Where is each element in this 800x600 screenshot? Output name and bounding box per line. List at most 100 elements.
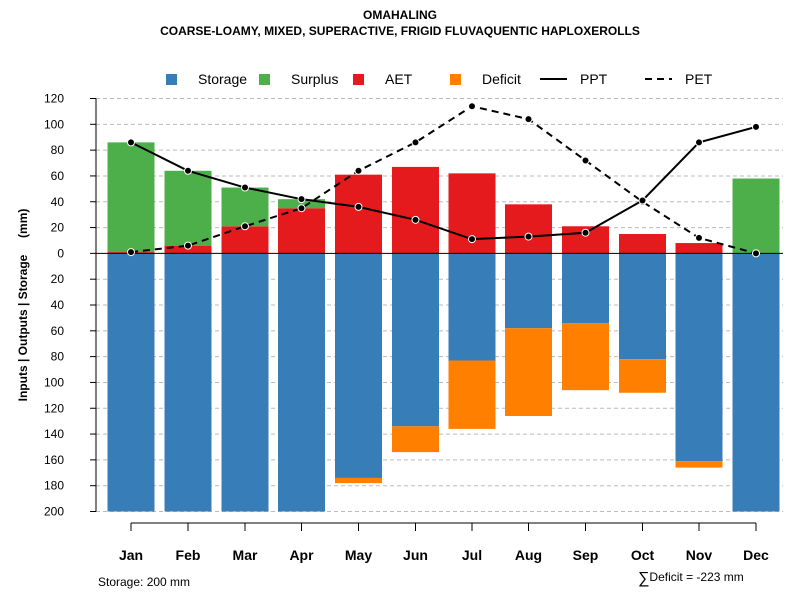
pet-point [184,241,192,250]
bar-surplus [732,178,780,254]
legend-label-aet: AET [385,71,413,87]
bar-deficit [619,359,666,393]
legend-label-deficit: Deficit [482,71,521,87]
ppt-point [354,202,363,211]
y-tick-label: 60 [51,169,65,183]
legend-swatch-storage [166,74,177,85]
y-tick-label: 120 [44,401,64,415]
bar-storage [619,253,666,360]
ppt-point [411,215,420,224]
ppt-point [638,196,647,205]
pet-point [524,115,533,124]
bar-aet [619,234,666,254]
bar-storage [448,253,496,361]
ppt-point [184,166,192,175]
pet-point [354,166,363,175]
legend-swatch-aet [353,74,364,85]
pet-point [752,249,760,258]
ppt-line [130,125,757,241]
y-axis-label: Inputs | Outputs | Storage (mm) [16,209,30,402]
y-tick-label: 60 [51,324,65,338]
chart-title: OMAHALING [363,8,437,22]
y-tick-label: 180 [44,479,64,493]
deficit-note: ∑Deficit = -223 mm [638,570,744,588]
bar-storage [164,253,212,512]
pet-point [127,248,135,257]
bar-surplus [221,187,269,227]
bar-deficit [448,360,496,429]
bar-aet [675,243,723,254]
bar-storage [278,253,325,512]
bar-surplus [164,170,212,246]
legend-label-storage: Storage [198,71,247,87]
y-tick-label: 80 [51,143,65,157]
x-tick-label: Feb [176,547,201,563]
bar-storage [732,253,780,512]
legend-swatch-surplus [259,74,270,85]
x-tick-label: Jan [119,547,143,563]
x-tick-label: Mar [233,547,258,563]
y-tick-label: 80 [51,350,65,364]
x-tick-label: Nov [686,547,713,563]
x-tick-label: Jul [462,547,482,563]
bar-aet [335,174,382,254]
bar-deficit [392,426,439,453]
ppt-point [241,183,249,192]
bar-aet [221,226,269,254]
pet-line [130,105,757,255]
y-tick-label: 200 [44,505,64,519]
bar-storage [107,253,155,512]
pet-point [241,222,249,231]
sum-symbol: ∑ [638,570,650,587]
legend-label-surplus: Surplus [291,71,338,87]
x-tick-label: Dec [743,547,769,563]
bar-storage [505,253,552,329]
bar-surplus [107,142,155,253]
legend-label-pet: PET [685,71,713,87]
bar-aet [505,204,552,254]
x-tick-label: Sep [573,547,599,563]
bar-aet [392,166,439,254]
y-tick-label: 140 [44,427,64,441]
ppt-point [127,138,135,147]
pet-point [695,233,703,242]
legend-label-ppt: PPT [580,71,608,87]
bar-deficit [505,328,552,416]
ppt-point [581,228,590,237]
bar-aet [278,208,325,254]
ppt-point [297,195,306,204]
ppt-point [524,232,533,241]
y-tick-label: 120 [44,92,64,106]
storage-note: Storage: 200 mm [98,575,191,589]
y-tick-label: 40 [51,195,65,209]
ppt-point [695,138,703,147]
y-tick-label: 0 [57,246,64,260]
bar-storage [675,253,723,462]
x-tick-label: Aug [515,547,542,563]
ppt-point [468,235,476,244]
x-tick-label: Oct [631,547,655,563]
bar-storage [221,253,269,512]
x-tick-label: Apr [289,547,314,563]
deficit-text: Deficit = -223 mm [649,570,744,584]
pet-point [581,156,590,165]
y-tick-label: 20 [51,221,65,235]
bar-deficit [675,461,723,468]
bar-storage [562,253,609,324]
pet-point [297,204,306,213]
pet-point [411,138,420,147]
bar-deficit [562,323,609,391]
bar-storage [392,253,439,427]
x-tick-label: May [345,547,372,563]
y-tick-label: 100 [44,375,64,389]
x-tick-label: Jun [403,547,428,563]
y-tick-label: 40 [51,298,65,312]
legend-swatch-deficit [450,74,461,85]
bar-deficit [335,477,382,484]
bar-storage [335,253,382,478]
bar-surplus [278,199,325,209]
y-tick-label: 160 [44,453,64,467]
pet-point [468,102,476,111]
chart-subtitle: COARSE-LOAMY, MIXED, SUPERACTIVE, FRIGID… [160,24,640,38]
